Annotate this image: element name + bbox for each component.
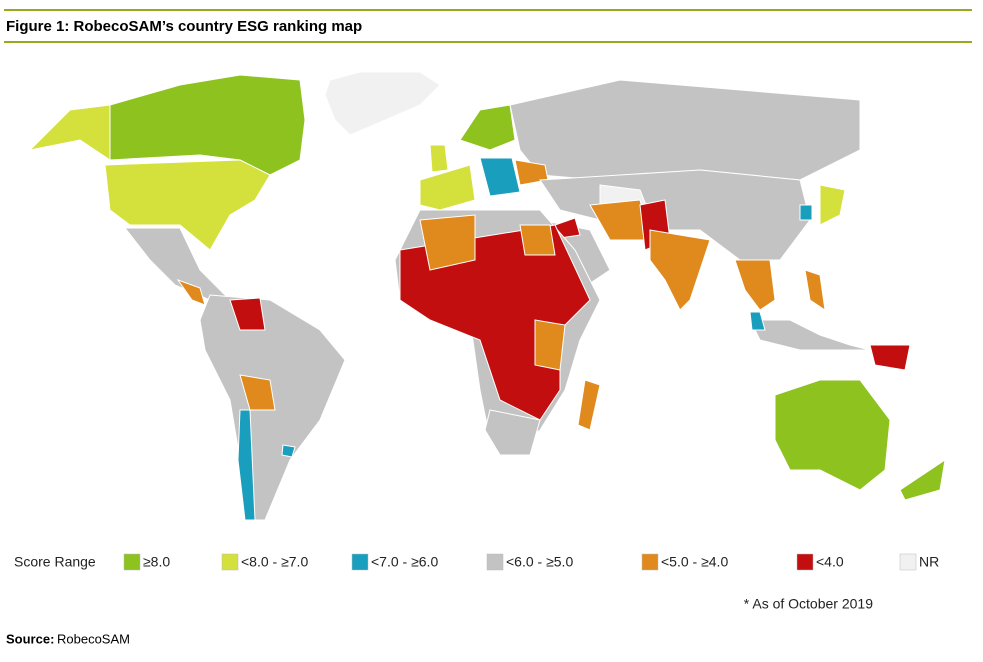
scandinavia (459, 104, 516, 151)
legend-swatch (221, 553, 239, 571)
bolivia (239, 374, 276, 411)
world-map (28, 71, 946, 521)
usa (104, 159, 271, 251)
legend-label: <8.0 - ≥7.0 (241, 554, 308, 570)
algeria (419, 214, 476, 271)
legend-swatch (123, 553, 141, 571)
legend-label: ≥8.0 (143, 554, 170, 570)
legend: ≥8.0 <8.0 - ≥7.0 <7.0 - ≥6.0 <6.0 - ≥5.0 <5.… (123, 553, 939, 571)
central-america (176, 278, 206, 306)
legend-swatch (486, 553, 504, 571)
chile (237, 409, 256, 521)
korea (799, 204, 813, 221)
india (649, 229, 711, 311)
legend-label: <6.0 - ≥5.0 (506, 554, 573, 570)
egypt (519, 224, 556, 256)
malaysia (749, 311, 766, 331)
canada (109, 74, 306, 176)
source-text: RobecoSAM (57, 631, 130, 646)
central-europe (479, 157, 521, 197)
legend-label: <4.0 (816, 554, 844, 570)
madagascar (577, 379, 601, 431)
legend-swatch (351, 553, 369, 571)
legend-swatch (899, 553, 917, 571)
source-label: Source: (6, 631, 54, 646)
papua-new-guinea (869, 344, 911, 371)
uk (429, 144, 449, 173)
legend-label: NR (919, 554, 939, 570)
title: Figure 1: RobecoSAM’s country ESG rankin… (6, 18, 362, 35)
east-africa (534, 319, 566, 371)
australia (774, 379, 891, 491)
uruguay (281, 444, 296, 458)
note: * As of October 2019 (744, 596, 873, 612)
south-africa (484, 409, 541, 456)
venezuela (229, 297, 266, 331)
indonesia (749, 319, 871, 351)
japan (819, 184, 846, 226)
new-zealand (899, 458, 946, 501)
philippines (804, 269, 826, 312)
russia (509, 79, 861, 181)
legend-label: <5.0 - ≥4.0 (661, 554, 728, 570)
alaska (28, 104, 111, 161)
legend-swatch (641, 553, 659, 571)
legend-title: Score Range (14, 554, 96, 570)
legend-label: <7.0 - ≥6.0 (371, 554, 438, 570)
legend-swatch (796, 553, 814, 571)
southeast-asia (734, 259, 776, 311)
western-europe (419, 164, 476, 211)
greenland (324, 71, 441, 136)
